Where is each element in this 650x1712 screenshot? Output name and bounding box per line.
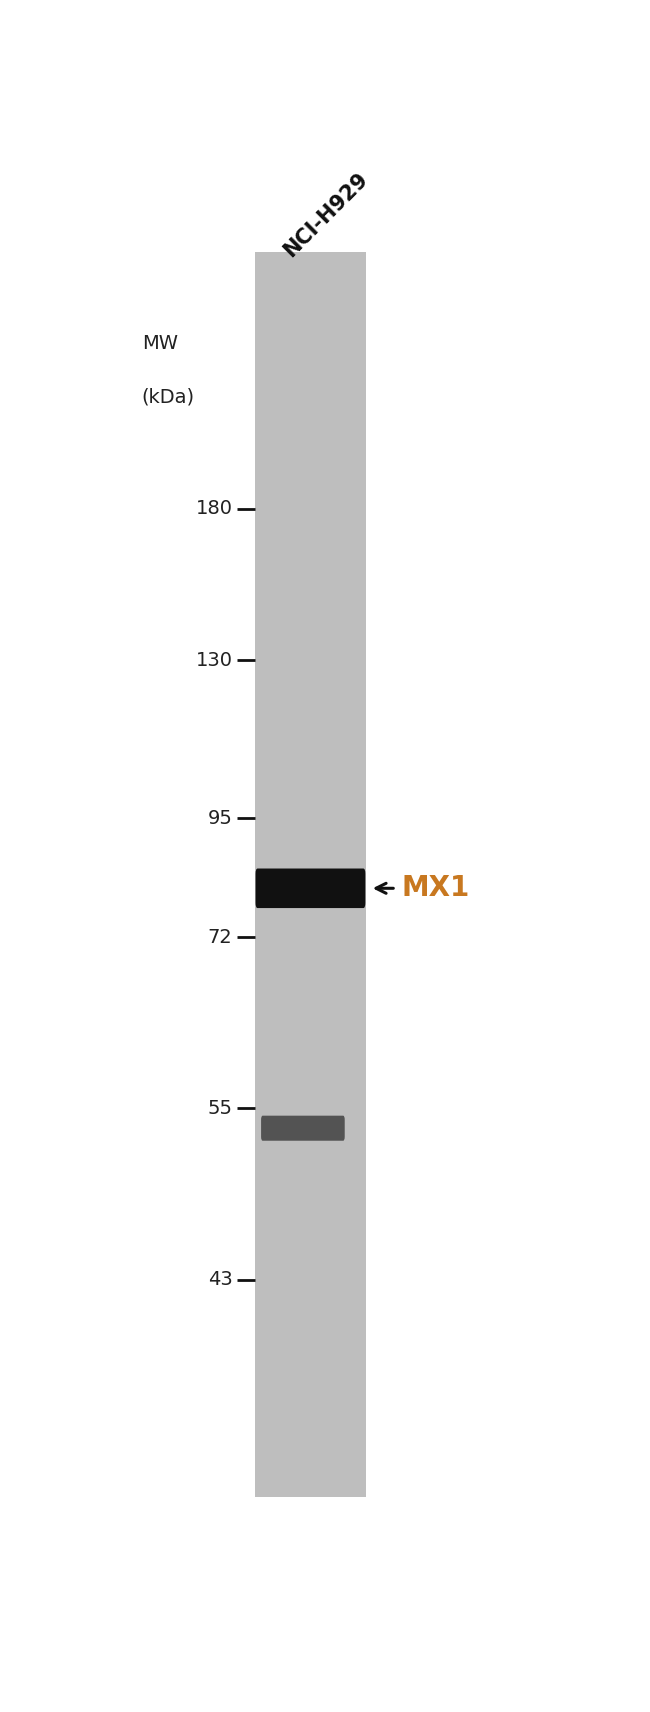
Text: 130: 130 bbox=[196, 651, 233, 669]
Text: 72: 72 bbox=[207, 928, 233, 947]
Text: (kDa): (kDa) bbox=[142, 387, 195, 406]
FancyBboxPatch shape bbox=[261, 1116, 344, 1140]
Text: MW: MW bbox=[142, 334, 177, 353]
Text: MX1: MX1 bbox=[401, 875, 469, 902]
Text: 95: 95 bbox=[207, 810, 233, 829]
Text: 180: 180 bbox=[196, 500, 233, 519]
Text: NCI-H929: NCI-H929 bbox=[280, 169, 372, 260]
Text: 55: 55 bbox=[207, 1099, 233, 1118]
FancyBboxPatch shape bbox=[255, 868, 365, 907]
Bar bbox=[255, 252, 366, 1498]
Text: 43: 43 bbox=[207, 1270, 233, 1289]
